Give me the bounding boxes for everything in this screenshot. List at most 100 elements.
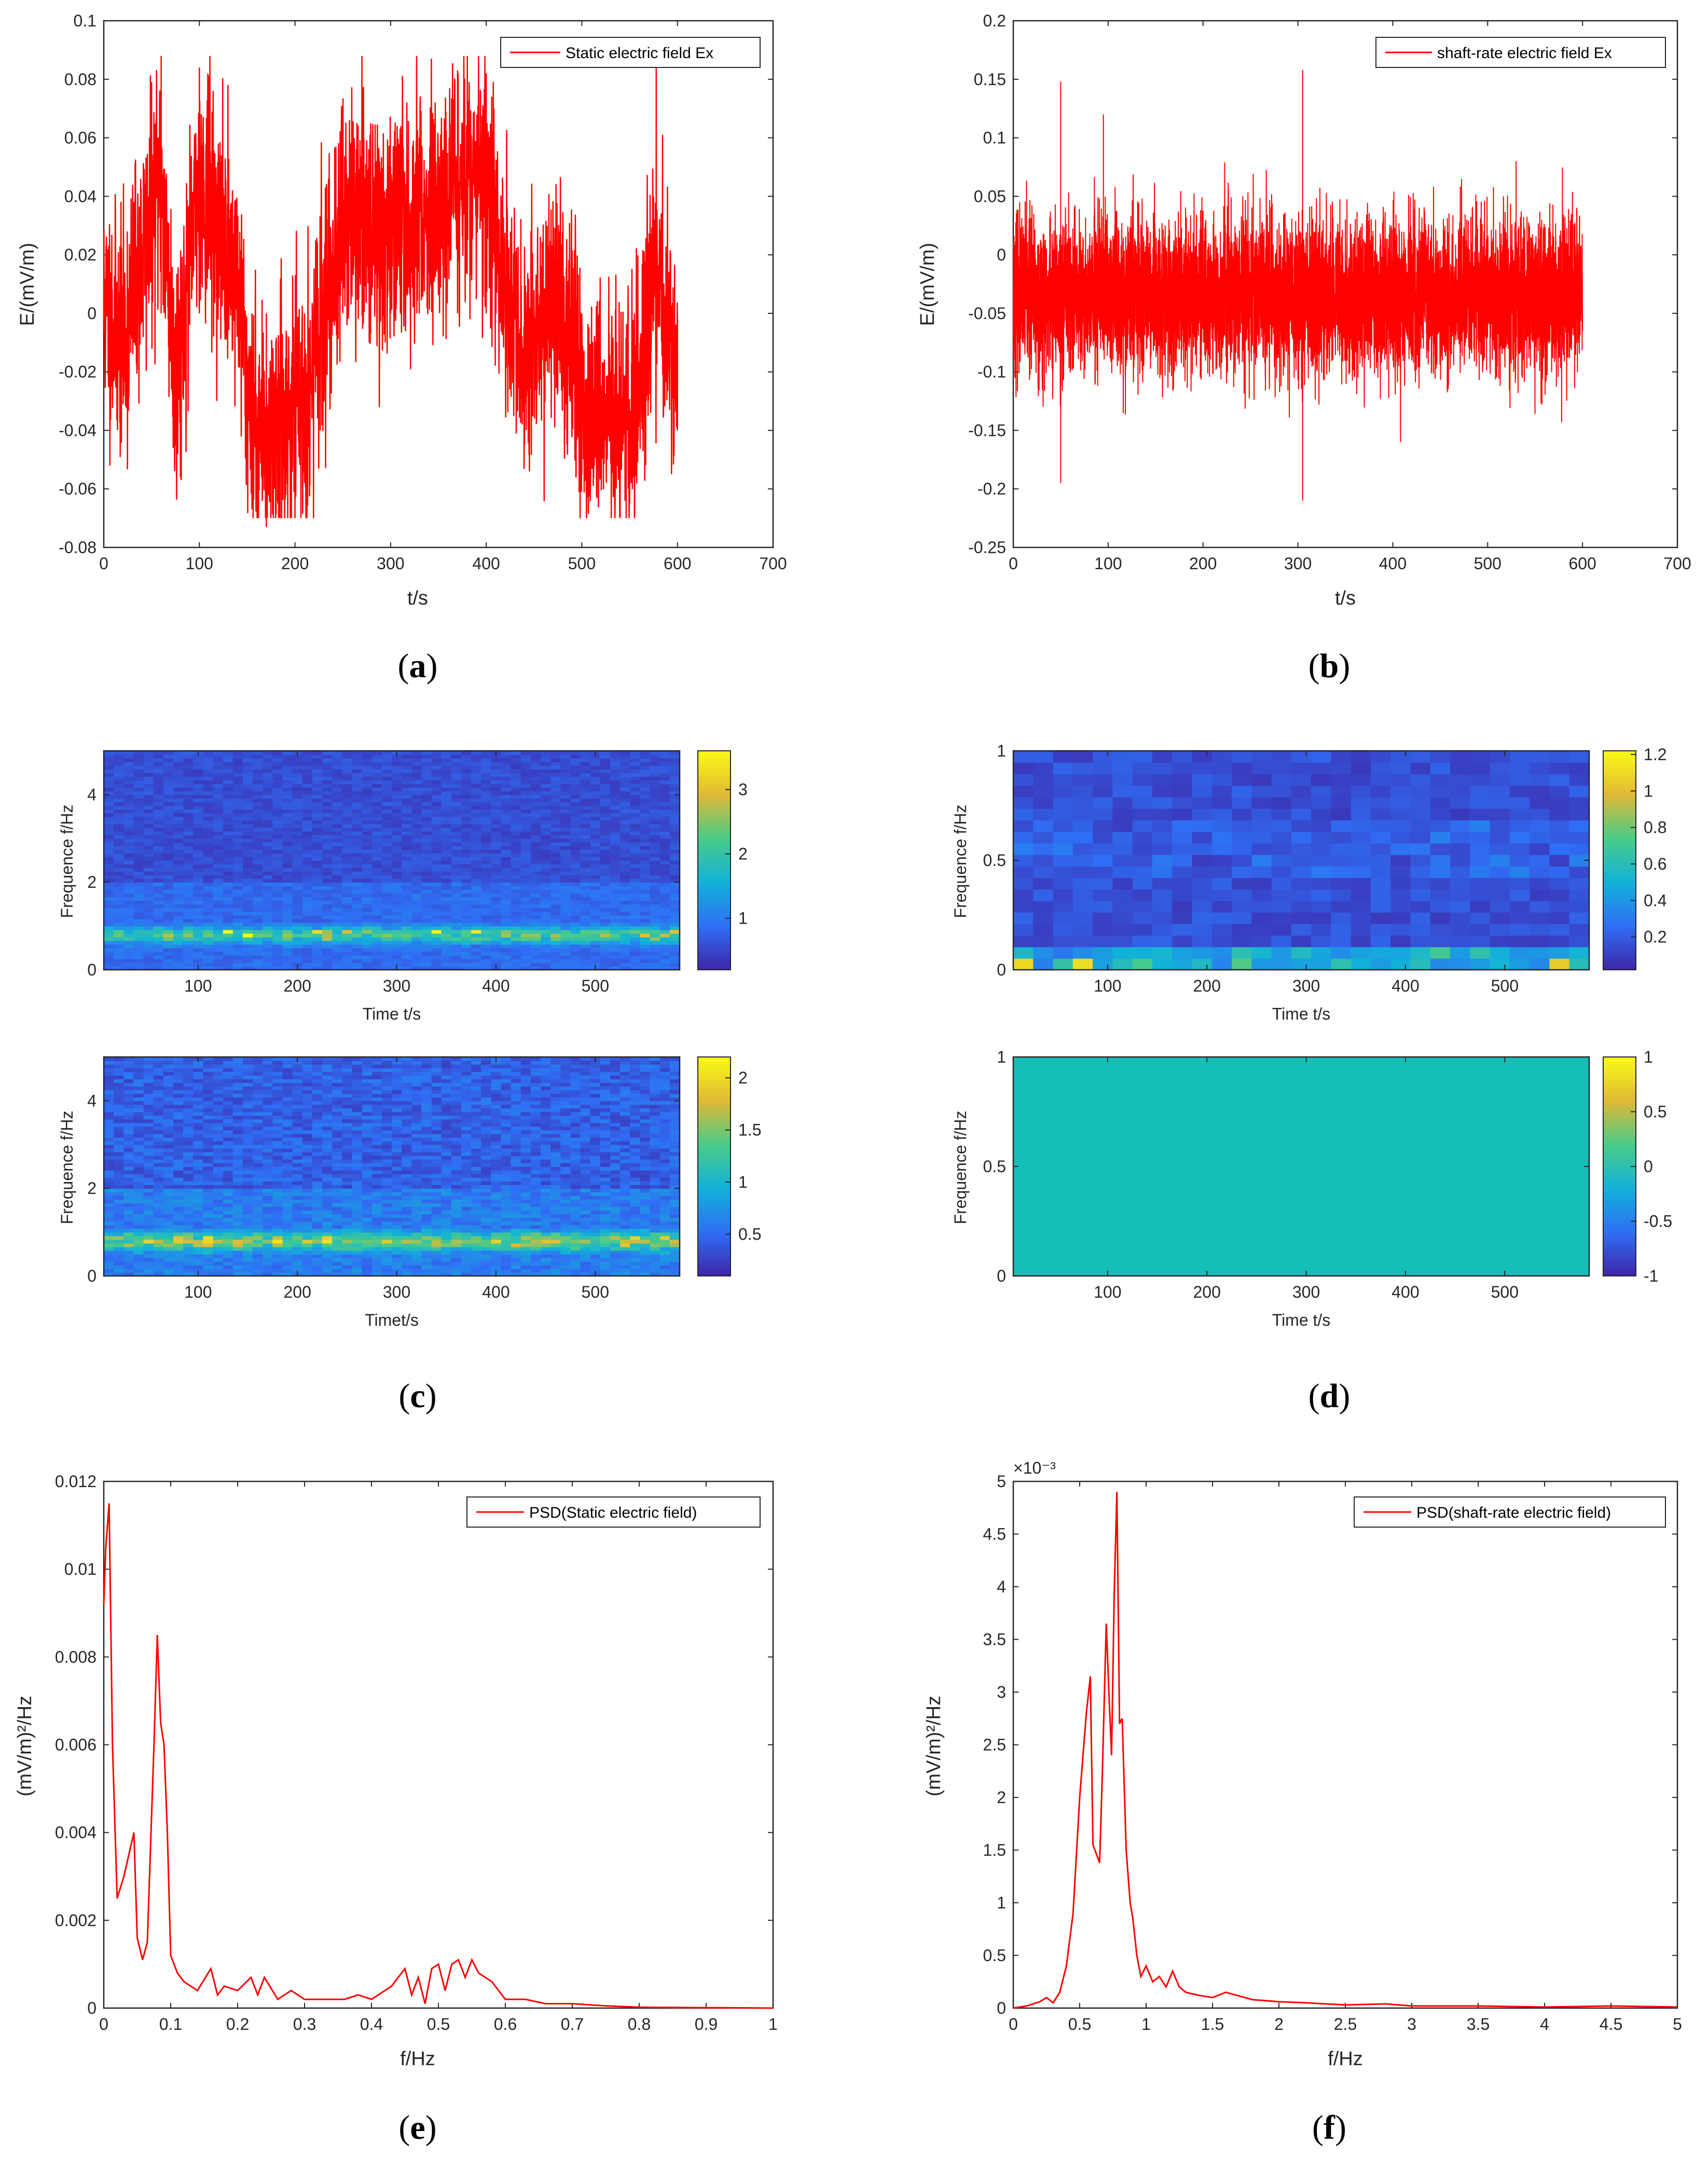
spectrogram-cell — [104, 1225, 114, 1229]
spectrogram-cell — [133, 816, 144, 821]
spectrogram-cell — [242, 1181, 253, 1185]
spectrogram-cell — [610, 769, 621, 773]
spectrogram-cell — [481, 955, 492, 959]
spectrogram-cell — [669, 780, 680, 785]
spectrogram-cell — [541, 805, 551, 810]
spectrogram-cell — [133, 1177, 144, 1181]
spectrogram-cell — [402, 780, 412, 785]
spectrogram-cell — [312, 1254, 323, 1258]
x-ticks-c-top: 100 200 300 400 500 — [184, 751, 609, 995]
spectrogram-cell — [163, 1061, 174, 1065]
spectrogram-cell — [659, 937, 670, 941]
spectrogram-cell — [263, 838, 273, 843]
spectrogram-cell — [203, 929, 214, 934]
spectrogram-cell — [342, 765, 353, 770]
spectrogram-cell — [104, 1265, 114, 1269]
spectrogram-cell — [461, 926, 472, 930]
spectrogram-cell — [421, 787, 432, 792]
spectrogram-cell — [312, 1163, 323, 1167]
spectrogram-cell — [630, 882, 641, 886]
spectrogram-cell — [650, 776, 660, 780]
spectrogram-cell — [441, 922, 452, 927]
spectrogram-cell — [173, 937, 184, 941]
spectrogram-cell — [183, 1068, 194, 1072]
spectrogram-cell — [471, 911, 481, 916]
spectrogram-cell — [312, 878, 323, 883]
spectrogram-cell — [520, 958, 531, 963]
spectrogram-cell — [312, 1093, 323, 1098]
spectrogram-cell — [392, 922, 402, 927]
spectrogram-cell — [253, 1185, 263, 1189]
spectrogram-cell — [242, 1090, 253, 1094]
spectrogram-cell — [620, 915, 631, 919]
spectrogram-cell — [322, 765, 333, 770]
spectrogram-cell — [659, 805, 670, 810]
spectrogram-cell — [550, 780, 561, 785]
spectrogram-cell — [381, 868, 392, 872]
spectrogram-cell — [143, 1232, 154, 1237]
spectrogram-cell — [292, 754, 303, 759]
spectrogram-cell — [421, 827, 432, 832]
spectrogram-cell — [183, 834, 194, 839]
spectrogram-cell — [193, 1217, 204, 1222]
spectrogram-cell — [620, 944, 631, 949]
spectrogram-cell — [352, 908, 363, 912]
spectrogram-cell — [402, 762, 412, 766]
spectrogram-cell — [263, 787, 273, 792]
spectrogram-cell — [312, 857, 323, 861]
spectrogram-cell — [570, 860, 581, 864]
spectrogram-cell — [282, 1122, 293, 1127]
spectrogram-cell — [123, 798, 134, 803]
spectrogram-cell — [223, 1151, 233, 1156]
spectrogram-cell — [669, 823, 680, 828]
spectrogram-cell — [312, 944, 323, 949]
spectrogram-cell — [630, 860, 641, 864]
spectrogram-cell — [104, 1188, 114, 1192]
spectrogram-cell — [213, 1206, 224, 1211]
spectrogram-cell — [550, 849, 561, 854]
spectrogram-cell — [312, 762, 323, 766]
spectrogram-cell — [371, 937, 382, 941]
spectrogram-cell — [193, 1243, 204, 1247]
spectrogram-cell — [143, 1206, 154, 1211]
spectrogram-cell — [650, 900, 660, 905]
spectrogram-cell — [213, 1068, 224, 1072]
spectrogram-cell — [104, 1217, 114, 1222]
spectrogram-cell — [441, 947, 452, 952]
spectrogram-cell — [223, 1181, 233, 1185]
spectrogram-cell — [471, 944, 481, 949]
spectrogram-cell — [501, 951, 512, 956]
spectrogram-cell — [570, 958, 581, 963]
spectrogram-cell — [669, 791, 680, 795]
spectrogram-cell — [362, 962, 373, 967]
spectrogram-cell — [302, 849, 313, 854]
spectrogram-cell — [610, 940, 621, 945]
spectrogram-cell — [302, 1239, 313, 1244]
spectrogram-cell — [501, 791, 512, 795]
spectrogram-cell — [242, 1225, 253, 1229]
spectrogram-cell — [392, 947, 402, 952]
spectrogram-cell — [312, 1108, 323, 1112]
spectrogram-cell — [630, 834, 641, 839]
spectrogram-cell — [451, 915, 462, 919]
spectrogram-cell — [610, 933, 621, 938]
spectrogram-cell — [342, 762, 353, 766]
spectrogram-cell — [272, 875, 283, 879]
spectrogram-cell — [223, 1228, 233, 1233]
spectrogram-cell — [371, 845, 382, 850]
spectrogram-cell — [292, 1082, 303, 1087]
spectrogram-cell — [193, 1203, 204, 1207]
spectrogram-cell — [114, 1268, 124, 1273]
spectrogram-cell — [173, 962, 184, 967]
spectrogram-cell — [511, 897, 521, 901]
spectrogram-cell — [272, 918, 283, 923]
spectrogram-cell — [263, 773, 273, 777]
spectrogram-cell — [580, 794, 591, 799]
spectrogram-cell — [203, 769, 214, 773]
spectrogram-cell — [610, 878, 621, 883]
spectrogram-cell — [471, 878, 481, 883]
spectrogram-cell — [272, 1057, 283, 1061]
spectrogram-cell — [431, 827, 442, 832]
spectrogram-cell — [560, 929, 571, 934]
spectrogram-cell — [441, 813, 452, 817]
